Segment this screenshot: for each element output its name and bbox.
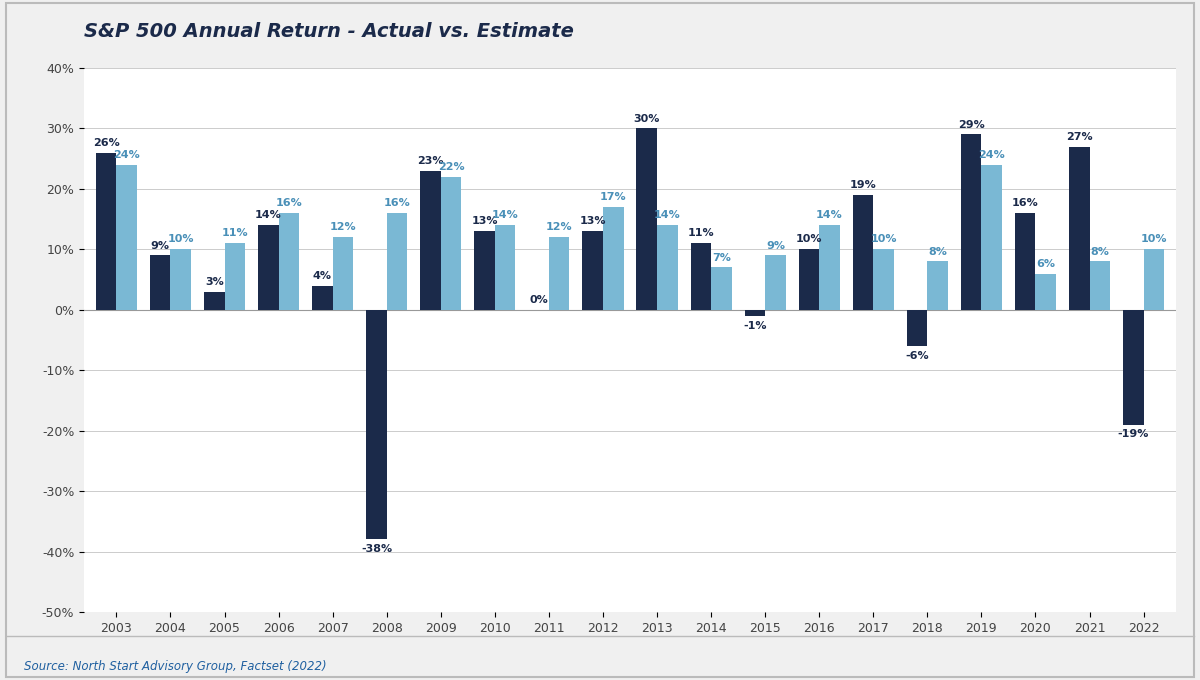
Text: 10%: 10% xyxy=(796,235,822,245)
Text: 8%: 8% xyxy=(1091,247,1109,256)
Text: 17%: 17% xyxy=(600,192,626,202)
Text: 26%: 26% xyxy=(92,138,120,148)
Bar xyxy=(745,310,766,316)
Bar xyxy=(799,250,820,310)
Bar xyxy=(636,129,658,310)
Bar xyxy=(928,261,948,310)
Text: -6%: -6% xyxy=(905,351,929,361)
Text: 30%: 30% xyxy=(634,114,660,124)
Bar xyxy=(170,250,191,310)
Bar xyxy=(474,231,494,310)
Bar xyxy=(386,213,407,310)
Bar xyxy=(690,243,712,310)
Text: 3%: 3% xyxy=(205,277,223,287)
Text: 12%: 12% xyxy=(330,222,356,233)
Bar xyxy=(258,225,278,310)
Text: -1%: -1% xyxy=(743,321,767,330)
Text: 11%: 11% xyxy=(688,228,714,239)
Bar xyxy=(150,256,170,310)
Bar xyxy=(224,243,245,310)
Bar xyxy=(602,207,624,310)
Text: 19%: 19% xyxy=(850,180,876,190)
Bar xyxy=(420,171,440,310)
Bar xyxy=(1090,261,1110,310)
Bar xyxy=(494,225,515,310)
Text: 4%: 4% xyxy=(313,271,332,281)
Text: 9%: 9% xyxy=(151,241,169,250)
Bar xyxy=(1123,310,1144,424)
Text: 14%: 14% xyxy=(254,210,282,220)
Bar xyxy=(874,250,894,310)
Bar xyxy=(96,152,116,310)
Bar xyxy=(982,165,1002,310)
Text: S&P 500 Annual Return - Actual vs. Estimate: S&P 500 Annual Return - Actual vs. Estim… xyxy=(84,22,574,41)
Bar xyxy=(116,165,137,310)
Bar xyxy=(204,292,224,310)
Bar xyxy=(907,310,928,346)
Text: 14%: 14% xyxy=(492,210,518,220)
Text: 16%: 16% xyxy=(384,199,410,208)
Text: 0%: 0% xyxy=(529,295,548,305)
Text: 14%: 14% xyxy=(816,210,842,220)
Bar xyxy=(1144,250,1164,310)
Bar xyxy=(1015,213,1036,310)
Bar xyxy=(1069,147,1090,310)
Text: 11%: 11% xyxy=(222,228,248,239)
Text: -19%: -19% xyxy=(1117,430,1148,439)
Bar xyxy=(820,225,840,310)
Bar xyxy=(332,237,353,310)
Text: 24%: 24% xyxy=(978,150,1006,160)
Text: 23%: 23% xyxy=(418,156,444,166)
Text: 8%: 8% xyxy=(928,247,947,256)
Bar xyxy=(658,225,678,310)
Text: 6%: 6% xyxy=(1037,258,1055,269)
Bar xyxy=(961,135,982,310)
Bar xyxy=(278,213,299,310)
Text: 10%: 10% xyxy=(168,235,194,245)
Text: 12%: 12% xyxy=(546,222,572,233)
Text: 13%: 13% xyxy=(580,216,606,226)
Text: 27%: 27% xyxy=(1066,132,1092,141)
Bar xyxy=(1036,273,1056,310)
Text: 24%: 24% xyxy=(113,150,140,160)
Bar xyxy=(440,177,461,310)
Text: Source: North Start Advisory Group, Factset (2022): Source: North Start Advisory Group, Fact… xyxy=(24,660,326,673)
Bar xyxy=(548,237,570,310)
Text: 9%: 9% xyxy=(766,241,785,250)
Text: -38%: -38% xyxy=(361,544,392,554)
Bar xyxy=(582,231,602,310)
Bar xyxy=(366,310,386,539)
Text: 10%: 10% xyxy=(870,235,896,245)
Text: 16%: 16% xyxy=(1012,199,1038,208)
Bar xyxy=(853,195,874,310)
Bar xyxy=(766,256,786,310)
Text: 14%: 14% xyxy=(654,210,680,220)
Text: 13%: 13% xyxy=(472,216,498,226)
Bar xyxy=(712,267,732,310)
Text: 22%: 22% xyxy=(438,162,464,172)
Text: 7%: 7% xyxy=(712,253,731,262)
Text: 16%: 16% xyxy=(276,199,302,208)
Text: 10%: 10% xyxy=(1140,235,1168,245)
Text: 29%: 29% xyxy=(958,120,984,130)
Bar xyxy=(312,286,332,310)
